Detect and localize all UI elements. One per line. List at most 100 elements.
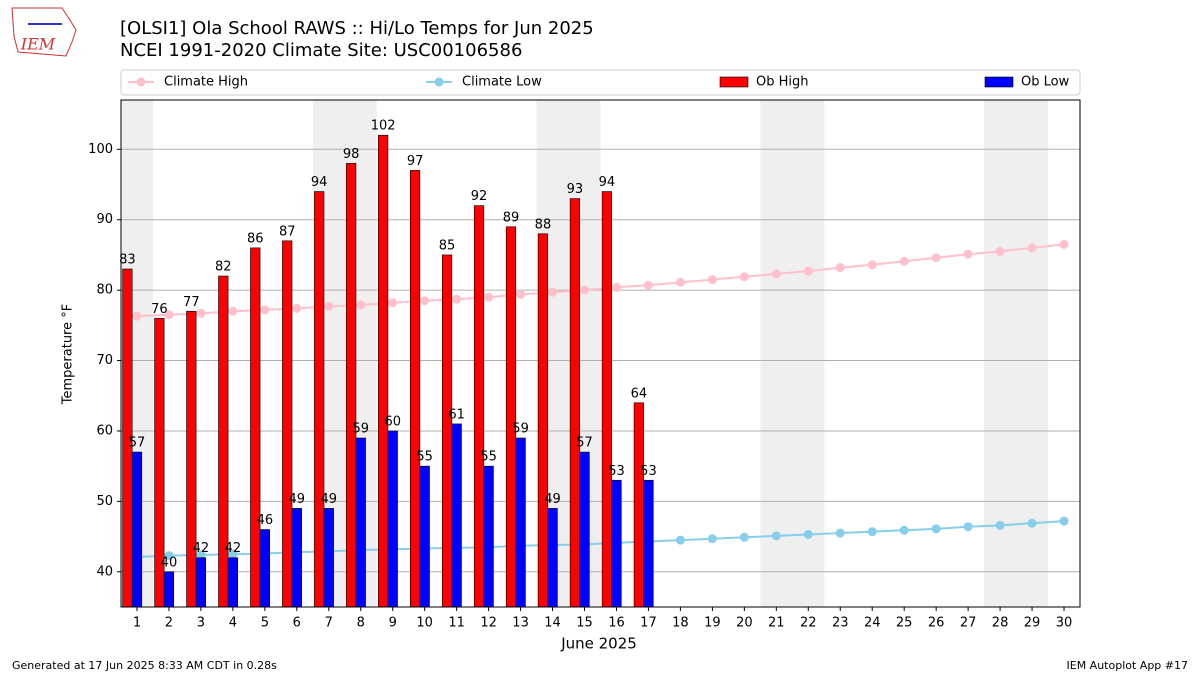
line-marker xyxy=(196,550,206,560)
line-marker xyxy=(835,528,845,538)
x-axis-label: June 2025 xyxy=(560,635,637,653)
line-marker xyxy=(771,269,781,279)
x-tick-label: 8 xyxy=(357,616,365,631)
line-marker xyxy=(771,531,781,541)
x-tick-label: 19 xyxy=(704,616,721,631)
line-marker xyxy=(164,310,174,320)
data-label: 46 xyxy=(257,513,274,528)
bar xyxy=(163,571,175,608)
bar xyxy=(633,402,644,608)
data-label: 59 xyxy=(352,422,369,437)
bar xyxy=(250,247,261,608)
logo-text: IEM xyxy=(20,35,56,54)
data-label: 61 xyxy=(448,407,465,422)
line-marker xyxy=(228,549,238,559)
legend-swatch xyxy=(984,76,1014,88)
x-tick-label: 21 xyxy=(768,616,785,631)
bar xyxy=(473,205,485,608)
data-label: 88 xyxy=(535,217,552,232)
x-tick-label: 20 xyxy=(736,616,753,631)
line-marker xyxy=(835,263,845,273)
legend-marker xyxy=(434,77,444,87)
y-tick-label: 50 xyxy=(96,494,113,509)
x-tick-label: 24 xyxy=(864,616,881,631)
line-marker xyxy=(675,535,685,545)
y-axis-label: Temperature °F xyxy=(61,304,76,405)
data-label: 59 xyxy=(512,422,529,437)
legend-box xyxy=(120,69,1081,96)
line-marker xyxy=(132,311,142,321)
data-label: 49 xyxy=(544,492,561,507)
bar xyxy=(323,508,334,608)
bar xyxy=(291,508,302,608)
line-marker xyxy=(324,301,334,311)
line-marker xyxy=(899,256,909,266)
bar xyxy=(419,465,430,608)
data-label: 77 xyxy=(183,295,200,310)
plot-frame xyxy=(120,99,1081,608)
x-tick-label: 22 xyxy=(800,616,817,631)
line-marker xyxy=(963,249,973,259)
line-marker xyxy=(931,253,941,263)
bar xyxy=(643,479,654,608)
x-tick-label: 14 xyxy=(544,616,561,631)
legend-swatch xyxy=(719,76,749,88)
data-label: 93 xyxy=(567,182,584,197)
bar xyxy=(259,529,270,608)
bar xyxy=(441,254,453,608)
bar xyxy=(346,163,357,608)
data-label: 42 xyxy=(225,541,242,556)
line-marker xyxy=(611,282,621,292)
bar xyxy=(505,226,517,608)
data-label: 85 xyxy=(439,238,456,253)
data-label: 86 xyxy=(247,231,264,246)
x-tick-label: 4 xyxy=(229,616,237,631)
y-tick-label: 80 xyxy=(96,283,113,298)
data-label: 98 xyxy=(343,147,360,162)
data-label: 49 xyxy=(321,492,338,507)
line-marker xyxy=(675,277,685,287)
line-marker xyxy=(867,260,877,270)
bar xyxy=(611,479,622,608)
x-tick-label: 18 xyxy=(672,616,689,631)
data-label: 60 xyxy=(384,414,401,429)
line-marker xyxy=(452,294,462,304)
x-tick-label: 2 xyxy=(165,616,173,631)
data-label: 57 xyxy=(576,436,593,451)
chart-title: [OLSI1] Ola School RAWS :: Hi/Lo Temps f… xyxy=(120,18,594,39)
line-marker xyxy=(1059,516,1069,526)
data-label: 49 xyxy=(289,492,306,507)
bar xyxy=(195,557,207,608)
line-marker xyxy=(995,246,1005,256)
bar xyxy=(483,465,494,608)
chart-subtitle: NCEI 1991-2020 Climate Site: USC00106586 xyxy=(120,40,522,61)
data-label: 40 xyxy=(161,555,178,570)
y-tick-label: 90 xyxy=(96,212,113,227)
data-label: 97 xyxy=(407,154,424,169)
x-tick-label: 17 xyxy=(640,616,657,631)
line-marker xyxy=(484,292,494,302)
bar xyxy=(378,134,389,608)
line-marker xyxy=(931,524,941,534)
line-marker xyxy=(643,280,653,290)
x-tick-label: 30 xyxy=(1056,616,1073,631)
legend-label: Ob Low xyxy=(1021,75,1070,90)
bar xyxy=(451,423,462,608)
x-tick-label: 15 xyxy=(576,616,593,631)
x-tick-label: 29 xyxy=(1024,616,1041,631)
data-label: 87 xyxy=(279,224,296,239)
bar xyxy=(601,191,612,608)
legend-label: Climate Low xyxy=(462,75,542,90)
line-marker xyxy=(228,306,238,316)
x-tick-label: 1 xyxy=(133,616,141,631)
line-marker xyxy=(803,266,813,276)
bar xyxy=(218,275,229,608)
line-marker xyxy=(356,300,366,310)
bar xyxy=(131,451,143,608)
bar xyxy=(579,451,590,608)
x-tick-label: 28 xyxy=(992,616,1009,631)
data-label: 53 xyxy=(608,464,625,479)
x-tick-label: 27 xyxy=(960,616,977,631)
bar xyxy=(547,508,558,608)
